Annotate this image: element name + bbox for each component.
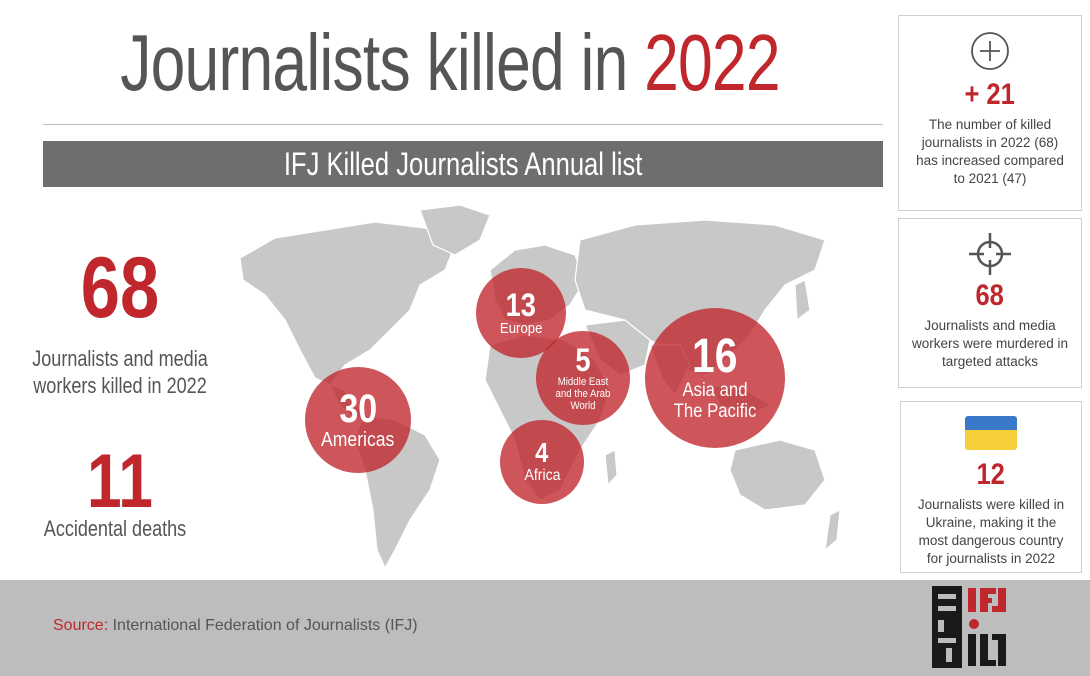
stat-card-increase: + 21 The number of killed journalists in… [898, 15, 1082, 211]
card-text: Journalists and media workers were murde… [911, 318, 1069, 369]
plus-circle-icon [971, 32, 1009, 70]
source-text: International Federation of Journalists … [112, 617, 418, 634]
region-label: Asia and The Pacific [673, 380, 757, 422]
card-text: Journalists were killed in Ukraine, maki… [917, 497, 1065, 566]
region-bubble-africa: 4 Africa [500, 420, 584, 504]
accidental-deaths-label: Accidental deaths [43, 516, 187, 541]
map-north-america [239, 221, 456, 386]
card-value: 68 [975, 279, 1005, 312]
title-divider [43, 124, 883, 125]
card-value: + 21 [964, 78, 1016, 111]
map-greenland [419, 204, 491, 256]
ukraine-flag-icon [965, 416, 1017, 450]
region-label: Europe [499, 319, 543, 337]
map-new-zealand [824, 508, 841, 552]
total-killed-value: 68 [80, 240, 160, 336]
card-value: 12 [976, 458, 1006, 491]
region-value: 5 [575, 341, 591, 378]
region-bubble-americas: 30 Americas [305, 367, 411, 473]
region-label: Americas [321, 429, 395, 451]
region-value: 16 [692, 330, 738, 384]
crosshair-icon [969, 233, 1011, 275]
region-value: 30 [339, 387, 377, 431]
stat-card-ukraine: 12 Journalists were killed in Ukraine, m… [900, 401, 1082, 573]
map-japan [794, 279, 811, 322]
banner-text: IFJ Killed Journalists Annual list [283, 145, 643, 182]
region-value: 13 [505, 286, 537, 323]
source-line: Source: International Federation of Jour… [53, 617, 418, 635]
accidental-deaths-value: 11 [87, 439, 153, 524]
stat-card-targeted: 68 Journalists and media workers were mu… [898, 218, 1082, 388]
region-label: Middle East and the Arab World [555, 375, 611, 413]
card-text: The number of killed journalists in 2022… [916, 117, 1064, 186]
title-main: Journalists killed in [120, 18, 628, 107]
page-title: Journalists killed in 2022 [99, 18, 801, 108]
region-bubble-asia-pacific: 16 Asia and The Pacific [645, 308, 785, 448]
ifj-logo [928, 582, 1010, 672]
region-bubble-middle-east: 5 Middle East and the Arab World [536, 331, 630, 425]
total-killed-label: Journalists and media workers killed in … [32, 346, 208, 398]
region-value: 4 [535, 437, 549, 469]
title-year: 2022 [644, 18, 780, 107]
footer-bar [0, 580, 1090, 676]
map-madagascar [604, 449, 618, 487]
map-australia [729, 439, 826, 511]
subtitle-banner: IFJ Killed Journalists Annual list [43, 141, 883, 187]
region-label: Africa [524, 467, 560, 485]
source-label: Source: [53, 617, 109, 634]
